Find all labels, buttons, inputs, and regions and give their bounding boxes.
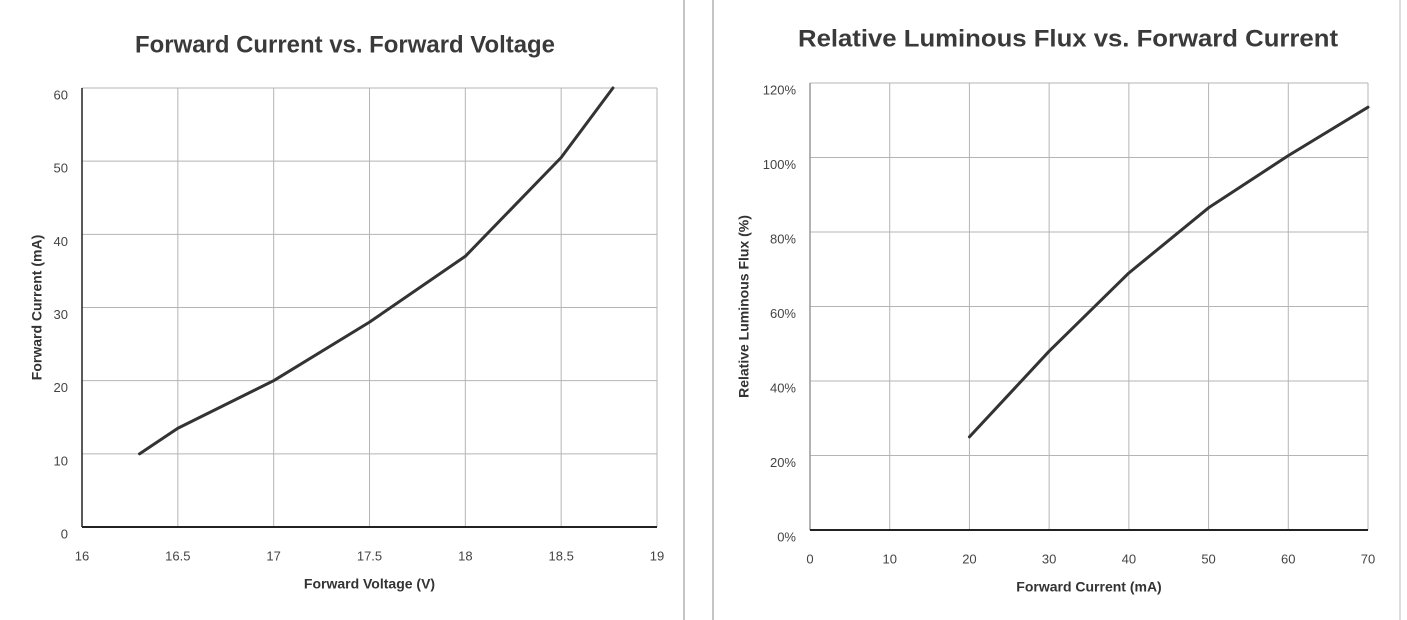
y-axis-title: Relative Luminous Flux (%): [736, 215, 752, 398]
y-tick-label: 100%: [763, 157, 797, 172]
x-tick-label: 10: [882, 551, 896, 566]
y-axis-title: Forward Current (mA): [29, 235, 45, 380]
x-tick-label: 50: [1201, 551, 1215, 566]
data-line: [967, 105, 1370, 439]
y-tick-label: 20%: [770, 455, 796, 470]
x-tick-label: 19: [650, 548, 664, 563]
x-tick-label: 18.5: [549, 548, 574, 563]
x-axis-title: Forward Voltage (V): [304, 576, 435, 592]
y-tick-label: 60: [54, 87, 68, 102]
x-tick-label: 16.5: [165, 548, 190, 563]
x-tick-label: 16: [75, 548, 89, 563]
x-tick-label: 17: [266, 548, 280, 563]
x-tick-label: 40: [1122, 551, 1136, 566]
x-tick-label: 70: [1361, 551, 1375, 566]
x-tick-label: 18: [458, 548, 472, 563]
y-tick-label: 10: [54, 453, 68, 468]
y-tick-label: 20: [54, 380, 68, 395]
x-tick-label: 17.5: [357, 548, 382, 563]
y-tick-label: 40: [54, 234, 68, 249]
y-tick-label: 60%: [770, 306, 796, 321]
y-tick-label: 40%: [770, 380, 796, 395]
x-axis-title: Forward Current (mA): [1016, 579, 1161, 595]
y-tick-label: 50: [54, 161, 68, 176]
y-tick-label: 0%: [777, 529, 796, 544]
x-tick-label: 60: [1281, 551, 1295, 566]
y-tick-label: 0: [61, 526, 68, 541]
x-tick-label: 30: [1042, 551, 1056, 566]
y-tick-label: 80%: [770, 231, 796, 246]
x-tick-label: 0: [806, 551, 813, 566]
chart-title: Forward Current vs. Forward Voltage: [135, 31, 555, 58]
chart-title: Relative Luminous Flux vs. Forward Curre…: [798, 25, 1338, 52]
x-tick-label: 20: [962, 551, 976, 566]
y-tick-label: 30: [54, 307, 68, 322]
data-line: [138, 86, 615, 456]
y-tick-label: 120%: [763, 82, 797, 97]
